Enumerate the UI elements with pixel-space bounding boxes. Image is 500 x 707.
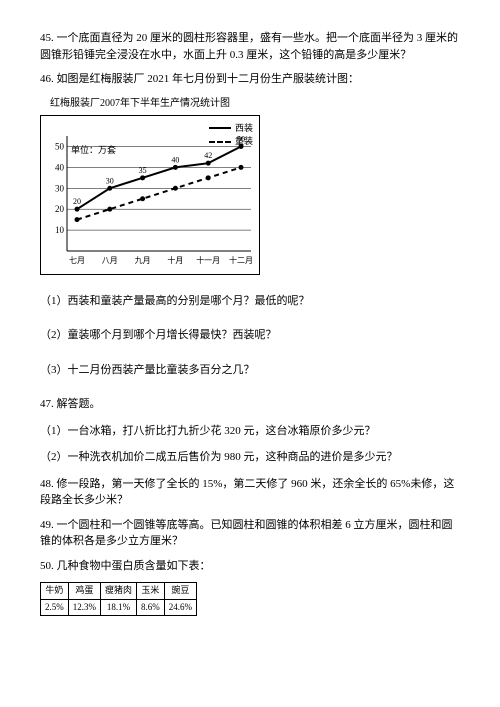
table-header-cell: 瘦猪肉	[101, 583, 137, 600]
problem-48: 48. 修一段路，第一天修了全长的 15%，第二天修了 960 米，还余全长的 …	[40, 476, 460, 509]
table-header-cell: 鸡蛋	[68, 583, 100, 600]
problem-45: 45. 一个底面直径为 20 厘米的圆柱形容器里，盛有一些水。把一个底面半径为 …	[40, 30, 460, 63]
problem-46: 46. 如图是红梅服装厂 2021 年七月份到十二月份生产服装统计图：	[40, 71, 460, 88]
q46-sub2: （2）童装哪个月到哪个月增长得最快？西装呢？	[40, 327, 460, 344]
chart-svg: 10 20 30 40 50 七月 八月 九月 十月 十一月十二月 20 30 35 40 42 50	[41, 116, 261, 276]
problem-49: 49. 一个圆柱和一个圆锥等底等高。已知圆柱和圆锥的体积相差 6 立方厘米，圆柱…	[40, 517, 460, 550]
protein-table: 牛奶鸡蛋瘦猪肉玉米豌豆 2.5%12.3%18.1%8.6%24.6%	[40, 582, 197, 616]
svg-text:30: 30	[55, 183, 65, 193]
problem-50: 50. 几种食物中蛋白质含量如下表：	[40, 558, 460, 575]
svg-text:十月: 十月	[167, 255, 183, 265]
problem-47: 47. 解答题。	[40, 396, 460, 413]
svg-text:十一月: 十一月	[196, 255, 220, 265]
table-value-cell: 18.1%	[101, 599, 137, 616]
table-header-cell: 牛奶	[41, 583, 69, 600]
table-header-cell: 豌豆	[164, 583, 196, 600]
svg-text:20: 20	[55, 204, 65, 214]
svg-text:10: 10	[55, 225, 65, 235]
svg-text:42: 42	[204, 151, 212, 160]
chart-box: 西装 童装 单位：万套 1020304050 七月八月九月十月十一月十二月 20…	[40, 115, 260, 275]
chart-container: 红梅服装厂2007年下半年生产情况统计图 西装 童装 单位：万套 1020304…	[40, 96, 460, 275]
svg-text:20: 20	[73, 197, 81, 206]
q46-sub3: （3）十二月份西装产量比童装多百分之几？	[40, 362, 460, 379]
svg-text:九月: 九月	[135, 256, 151, 265]
svg-text:30: 30	[106, 176, 114, 185]
svg-text:40: 40	[55, 162, 65, 172]
q46-sub1: （1）西装和童装产量最高的分别是哪个月？最低的呢？	[40, 293, 460, 310]
table-value-cell: 12.3%	[68, 599, 100, 616]
svg-text:50: 50	[55, 141, 65, 151]
svg-text:35: 35	[139, 165, 147, 174]
svg-text:七月: 七月	[69, 256, 85, 265]
table-value-cell: 8.6%	[137, 599, 165, 616]
table-value-cell: 24.6%	[164, 599, 196, 616]
table-value-cell: 2.5%	[41, 599, 69, 616]
table-header-cell: 玉米	[137, 583, 165, 600]
q47-sub2: （2）一种洗衣机加价二成五后售价为 980 元，这种商品的进价是多少元？	[40, 449, 460, 466]
svg-text:十二月: 十二月	[229, 255, 253, 265]
chart-title: 红梅服装厂2007年下半年生产情况统计图	[50, 96, 460, 111]
svg-text:40: 40	[171, 155, 179, 164]
svg-text:八月: 八月	[102, 256, 118, 265]
svg-text:50: 50	[237, 134, 245, 143]
q47-sub1: （1）一台冰箱，打八折比打九折少花 320 元，这台冰箱原价多少元？	[40, 423, 460, 440]
